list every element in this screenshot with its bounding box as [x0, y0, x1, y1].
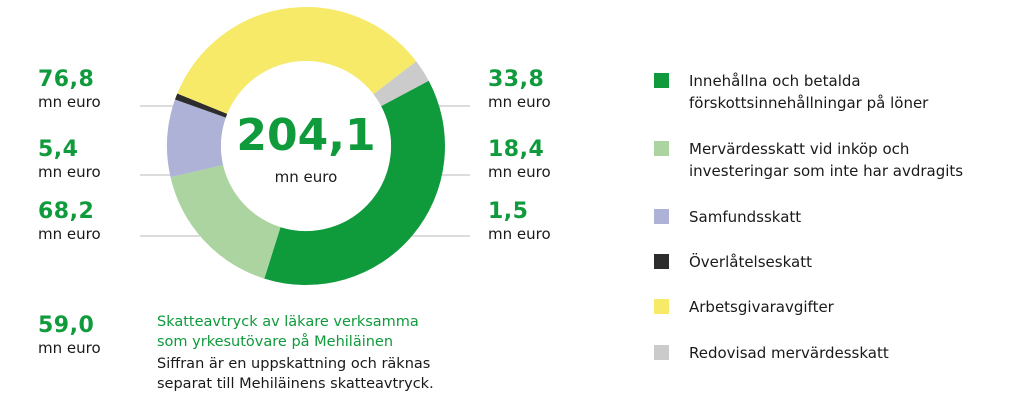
value-label-corporate-tax: 18,4 mn euro — [488, 138, 551, 182]
legend-item-transfer-tax: Överlåtelseskatt — [654, 251, 812, 273]
donut-slice-2 — [167, 99, 227, 178]
value-label-transfer-tax: 1,5 mn euro — [488, 200, 551, 244]
note-value-label: 59,0 mn euro — [38, 314, 101, 358]
legend-label: Samfundsskatt — [689, 208, 802, 226]
donut-hole — [221, 61, 391, 231]
value-unit: mn euro — [488, 163, 551, 181]
donut-slice-5 — [373, 61, 429, 107]
legend-swatch — [654, 299, 669, 314]
legend-swatch — [654, 254, 669, 269]
legend-swatch — [654, 209, 669, 224]
value-label-employer-contributions: 68,2 mn euro — [38, 200, 101, 244]
note-title: Skatteavtryck av läkare verksamma som yr… — [157, 314, 419, 350]
donut-slice-0 — [264, 80, 445, 285]
note-value-number: 59,0 — [38, 313, 95, 338]
legend-item-employer-contributions: Arbetsgivaravgifter — [654, 296, 834, 318]
legend-label: Mervärdesskatt vid inköp och investering… — [689, 140, 964, 180]
value-number: 18,4 — [488, 137, 545, 162]
value-number: 76,8 — [38, 67, 95, 92]
donut-slice-3 — [175, 93, 228, 118]
legend-label: Arbetsgivaravgifter — [689, 298, 834, 316]
value-label-reported-vat: 5,4 mn euro — [38, 138, 101, 182]
legend-swatch — [654, 345, 669, 360]
value-unit: mn euro — [488, 225, 551, 243]
value-number: 33,8 — [488, 67, 545, 92]
value-number: 5,4 — [38, 137, 79, 162]
total-unit: mn euro — [274, 168, 338, 186]
donut-slice-4 — [177, 7, 417, 115]
value-unit: mn euro — [488, 93, 551, 111]
value-unit: mn euro — [38, 163, 101, 181]
legend-item-corporate-tax: Samfundsskatt — [654, 206, 801, 228]
value-number: 1,5 — [488, 199, 529, 224]
value-unit: mn euro — [38, 93, 101, 111]
donut-slice-1 — [170, 164, 282, 279]
legend-item-vat-purchases: Mervärdesskatt vid inköp och investering… — [654, 138, 963, 182]
legend-swatch — [654, 141, 669, 156]
legend-label: Överlåtelseskatt — [689, 253, 812, 271]
value-label-withheld-tax: 76,8 mn euro — [38, 68, 101, 112]
value-number: 68,2 — [38, 199, 95, 224]
note-block: Skatteavtryck av läkare verksamma som yr… — [157, 312, 487, 394]
legend-swatch — [654, 73, 669, 88]
note-value-unit: mn euro — [38, 339, 101, 357]
legend-label: Innehållna och betalda förskottsinnehåll… — [689, 72, 929, 112]
value-label-vat-purchases: 33,8 mn euro — [488, 68, 551, 112]
legend-label: Redovisad mervärdesskatt — [689, 344, 889, 362]
legend-item-withheld-tax: Innehållna och betalda förskottsinnehåll… — [654, 70, 928, 114]
note-body: Siffran är en uppskattning och räknas se… — [157, 356, 434, 392]
total-value: 204,1 — [236, 110, 376, 161]
legend-item-reported-vat: Redovisad mervärdesskatt — [654, 342, 889, 364]
value-unit: mn euro — [38, 225, 101, 243]
